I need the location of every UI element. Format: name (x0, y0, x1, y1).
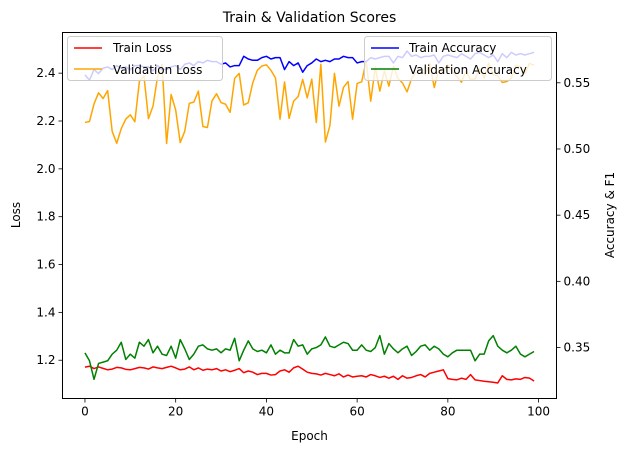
y-right-tick-label: 0.50 (564, 142, 591, 156)
legend-label-validation-loss: Validation Loss (113, 63, 202, 77)
legend-right: Train Accuracy Validation Accuracy (364, 36, 552, 81)
y-left-tick-label: 1.8 (36, 210, 55, 224)
x-axis-label: Epoch (291, 429, 328, 443)
x-tick-label: 20 (168, 405, 183, 419)
legend-right-box (364, 36, 552, 81)
y-left-tick-label: 2.0 (36, 162, 55, 176)
series-line-train-loss (84, 365, 535, 384)
y-left-tick-label: 1.4 (36, 305, 55, 319)
y-axis-right: 0.35 0.40 0.45 0.50 0.55 (556, 76, 591, 355)
x-tick-label: 60 (349, 405, 364, 419)
y-right-tick-label: 0.35 (564, 341, 591, 355)
y-left-tick-label: 1.2 (36, 353, 55, 367)
series-line-validation-accuracy (84, 334, 535, 381)
y-axis-left: 1.2 1.4 1.6 1.8 2.0 2.2 2.4 (36, 66, 63, 367)
y-right-tick-label: 0.45 (564, 208, 591, 222)
legend-label-train-accuracy: Train Accuracy (408, 41, 496, 55)
y-axis-label-left: Loss (9, 202, 23, 228)
x-tick-label: 40 (259, 405, 274, 419)
x-axis: 0 20 40 60 80 100 (81, 398, 550, 419)
legend-left: Train Loss Validation Loss (67, 36, 223, 81)
chart-title: Train & Validation Scores (222, 10, 397, 26)
legend-left-box (67, 36, 223, 81)
x-tick-label: 100 (527, 405, 550, 419)
legend-label-train-loss: Train Loss (112, 41, 172, 55)
legend-label-validation-accuracy: Validation Accuracy (409, 63, 527, 77)
y-left-tick-label: 2.4 (36, 66, 55, 80)
y-right-tick-label: 0.55 (564, 76, 591, 90)
y-axis-label-right: Accuracy & F1 (603, 172, 617, 258)
x-tick-label: 0 (81, 405, 89, 419)
y-right-tick-label: 0.40 (564, 274, 591, 288)
y-left-tick-label: 1.6 (36, 258, 55, 272)
x-tick-label: 80 (440, 405, 455, 419)
y-left-tick-label: 2.2 (36, 114, 55, 128)
